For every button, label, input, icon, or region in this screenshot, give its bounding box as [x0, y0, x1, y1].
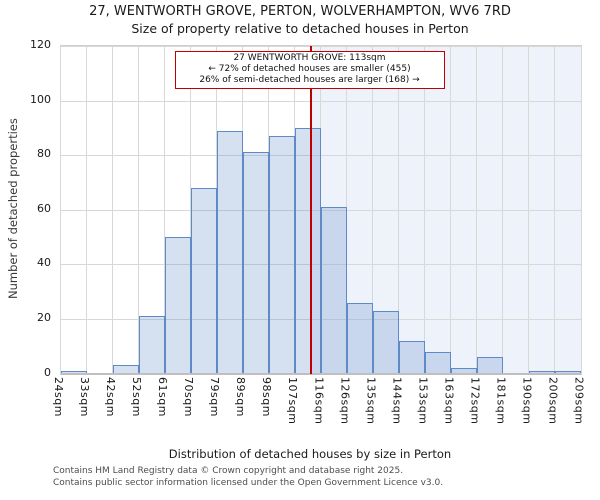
x-tick-98sqm: 98sqm: [260, 377, 274, 417]
x-tick-190sqm: 190sqm: [520, 377, 534, 425]
footer-line-2: Contains public sector information licen…: [53, 477, 444, 488]
histogram-bar-61sqm: [164, 237, 191, 374]
histogram-bar-107sqm: [294, 127, 321, 374]
annotation-line-1: 27 WENTWORTH GROVE: 113sqm: [233, 53, 386, 63]
histogram-bar-163sqm: [450, 368, 477, 374]
x-tick-181sqm: 181sqm: [494, 377, 508, 425]
x-tick-33sqm: 33sqm: [78, 377, 92, 417]
histogram-bar-126sqm: [346, 302, 373, 374]
y-tick-60: 60: [37, 201, 51, 215]
histogram-bar-52sqm: [138, 316, 165, 374]
x-tick-116sqm: 116sqm: [312, 377, 326, 425]
x-tick-107sqm: 107sqm: [286, 377, 300, 425]
annotation-line-3: 26% of semi-detached houses are larger (…: [199, 75, 420, 85]
y-tick-40: 40: [37, 256, 51, 270]
annotation-line-2: ← 72% of detached houses are smaller (45…: [208, 64, 411, 74]
x-tick-144sqm: 144sqm: [390, 377, 404, 425]
v-gridline: [580, 46, 582, 374]
y-tick-100: 100: [30, 92, 51, 106]
y-tick-20: 20: [37, 310, 51, 324]
x-tick-153sqm: 153sqm: [416, 377, 430, 425]
y-tick-0: 0: [44, 365, 51, 379]
x-tick-52sqm: 52sqm: [130, 377, 144, 417]
annotation-box: 27 WENTWORTH GROVE: 113sqm ← 72% of deta…: [174, 51, 445, 89]
chart-title: 27, WENTWORTH GROVE, PERTON, WOLVERHAMPT…: [89, 4, 511, 19]
x-axis-line: [60, 373, 581, 375]
x-tick-61sqm: 61sqm: [156, 377, 170, 417]
h-gridline: [60, 100, 581, 102]
histogram-bar-70sqm: [190, 187, 217, 374]
histogram-bar-79sqm: [216, 130, 243, 374]
x-tick-163sqm: 163sqm: [442, 377, 456, 425]
x-tick-209sqm: 209sqm: [572, 377, 586, 425]
histogram-bar-135sqm: [372, 310, 399, 374]
chart-subtitle: Size of property relative to detached ho…: [131, 21, 469, 36]
histogram-bar-116sqm: [320, 207, 347, 374]
x-tick-200sqm: 200sqm: [546, 377, 560, 425]
y-tick-80: 80: [37, 147, 51, 161]
plot-area: 27 WENTWORTH GROVE: 113sqm ← 72% of deta…: [59, 45, 582, 375]
h-gridline: [60, 46, 581, 47]
histogram-bar-89sqm: [242, 152, 269, 374]
y-tick-120: 120: [30, 38, 51, 51]
histogram-bar-172sqm: [476, 357, 503, 374]
histogram-bar-144sqm: [398, 340, 425, 374]
x-tick-135sqm: 135sqm: [364, 377, 378, 425]
histogram-bar-153sqm: [424, 351, 451, 374]
footer-line-1: Contains HM Land Registry data © Crown c…: [53, 466, 404, 476]
x-tick-24sqm: 24sqm: [52, 377, 65, 417]
h-gridline: [60, 155, 581, 157]
x-tick-172sqm: 172sqm: [468, 377, 482, 425]
subject-property-marker-line: [310, 46, 312, 374]
x-tick-89sqm: 89sqm: [234, 377, 248, 417]
histogram-bar-42sqm: [112, 365, 139, 374]
x-tick-70sqm: 70sqm: [182, 377, 196, 417]
x-tick-42sqm: 42sqm: [104, 377, 118, 417]
x-tick-126sqm: 126sqm: [338, 377, 352, 425]
footer-attribution: Contains HM Land Registry data © Crown c…: [53, 466, 443, 489]
x-axis-label: Distribution of detached houses by size …: [168, 447, 452, 461]
x-tick-79sqm: 79sqm: [208, 377, 222, 417]
histogram-bar-98sqm: [268, 136, 295, 374]
